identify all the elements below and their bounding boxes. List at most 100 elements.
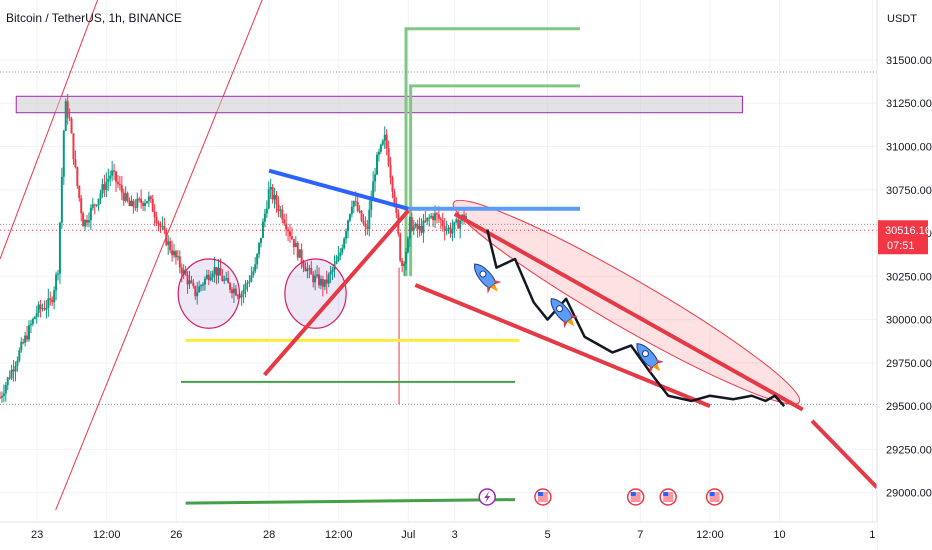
candle-body	[318, 274, 321, 286]
candle-body	[116, 181, 119, 185]
candle-body	[329, 271, 332, 275]
candle-body	[422, 220, 425, 233]
candle-body	[70, 118, 73, 134]
candle-body	[157, 223, 160, 225]
time-tick-label: 12:00	[93, 529, 121, 541]
candle-body	[374, 174, 377, 182]
candle-body	[122, 192, 125, 201]
candle-body	[74, 159, 77, 167]
candle-body	[285, 223, 288, 230]
price-tick-label: 29750.00	[886, 358, 932, 370]
candle-body	[16, 360, 19, 367]
candle-body	[379, 144, 382, 152]
lightning-icon	[484, 491, 491, 503]
chart-title: Bitcoin / TetherUS, 1h, BINANCE	[6, 11, 182, 25]
flag-canton	[630, 492, 636, 496]
candle-body	[49, 298, 52, 300]
candle-body	[406, 238, 409, 253]
candle-body	[271, 186, 274, 200]
us-flag-event-icon	[659, 488, 677, 506]
candle-body	[225, 278, 228, 280]
candle-body	[194, 286, 197, 297]
candle-body	[64, 101, 67, 131]
candle-body	[45, 307, 48, 310]
candle-body	[159, 223, 162, 227]
candle-body	[109, 175, 112, 179]
candle-body	[89, 207, 92, 221]
candle-body	[449, 227, 452, 234]
candle-body	[445, 229, 448, 231]
candle-body	[153, 211, 156, 218]
candle-body	[95, 204, 98, 206]
candle-body	[304, 267, 307, 272]
candle-body	[321, 278, 324, 287]
candle-body	[84, 219, 87, 227]
candle-body	[327, 274, 330, 284]
rocket-window	[556, 305, 564, 313]
candle-body	[376, 154, 379, 175]
candle-body	[93, 204, 96, 206]
candle-body	[82, 213, 85, 227]
candle-body	[323, 279, 326, 287]
candle-body	[155, 217, 158, 224]
candle-body	[66, 101, 69, 118]
candle-body	[14, 366, 17, 372]
candle-body	[408, 217, 411, 239]
candle-body	[200, 285, 203, 287]
candle-body	[236, 295, 239, 297]
candle-body	[287, 229, 290, 232]
candle-body	[250, 275, 253, 282]
candle-body	[325, 279, 328, 284]
flag-canton	[709, 492, 715, 496]
candle-body	[430, 215, 433, 218]
last-price-badge	[878, 220, 928, 255]
candle-body	[24, 335, 27, 343]
candle-body	[207, 274, 210, 281]
candle-body	[432, 215, 435, 221]
candle-body	[165, 229, 168, 245]
candle-body	[198, 286, 201, 293]
candle-body	[248, 281, 251, 283]
candle-body	[215, 267, 218, 276]
candle-body	[414, 223, 417, 227]
candle-body	[126, 193, 129, 201]
candle-body	[341, 248, 344, 253]
candle-body	[8, 377, 11, 379]
candle-body	[428, 217, 431, 219]
candle-body	[381, 140, 384, 145]
candle-body	[184, 269, 187, 275]
candle-body	[360, 210, 363, 221]
time-tick-label: 23	[31, 529, 43, 541]
candle-body	[418, 225, 421, 230]
candle-body	[4, 385, 7, 394]
time-tick-label: 5	[544, 529, 550, 541]
candle-body	[368, 209, 371, 230]
candle-body	[55, 274, 58, 291]
time-tick-label: 12:00	[325, 529, 353, 541]
rocket-icon	[550, 298, 579, 329]
candle-body	[18, 350, 21, 361]
candle-body	[356, 201, 359, 211]
candle-body	[273, 194, 276, 200]
price-tick-label: 30000.00	[886, 315, 932, 327]
candle-body	[151, 198, 154, 212]
candle-body	[41, 308, 44, 310]
candle-body	[426, 217, 429, 222]
candle-body	[37, 304, 40, 313]
candle-body	[97, 198, 100, 205]
candle-body	[107, 178, 110, 182]
candle-body	[178, 256, 181, 268]
candle-body	[261, 221, 264, 238]
candle-body	[403, 263, 406, 267]
candle-body	[72, 133, 75, 160]
candle-body	[68, 117, 71, 119]
time-tick-label: 7	[637, 529, 643, 541]
candle-body	[254, 264, 257, 272]
candle-body	[256, 254, 259, 265]
flag-canton	[663, 492, 669, 496]
time-tick-label: 12:00	[696, 529, 724, 541]
candle-body	[10, 369, 13, 379]
candle-body	[231, 289, 234, 294]
